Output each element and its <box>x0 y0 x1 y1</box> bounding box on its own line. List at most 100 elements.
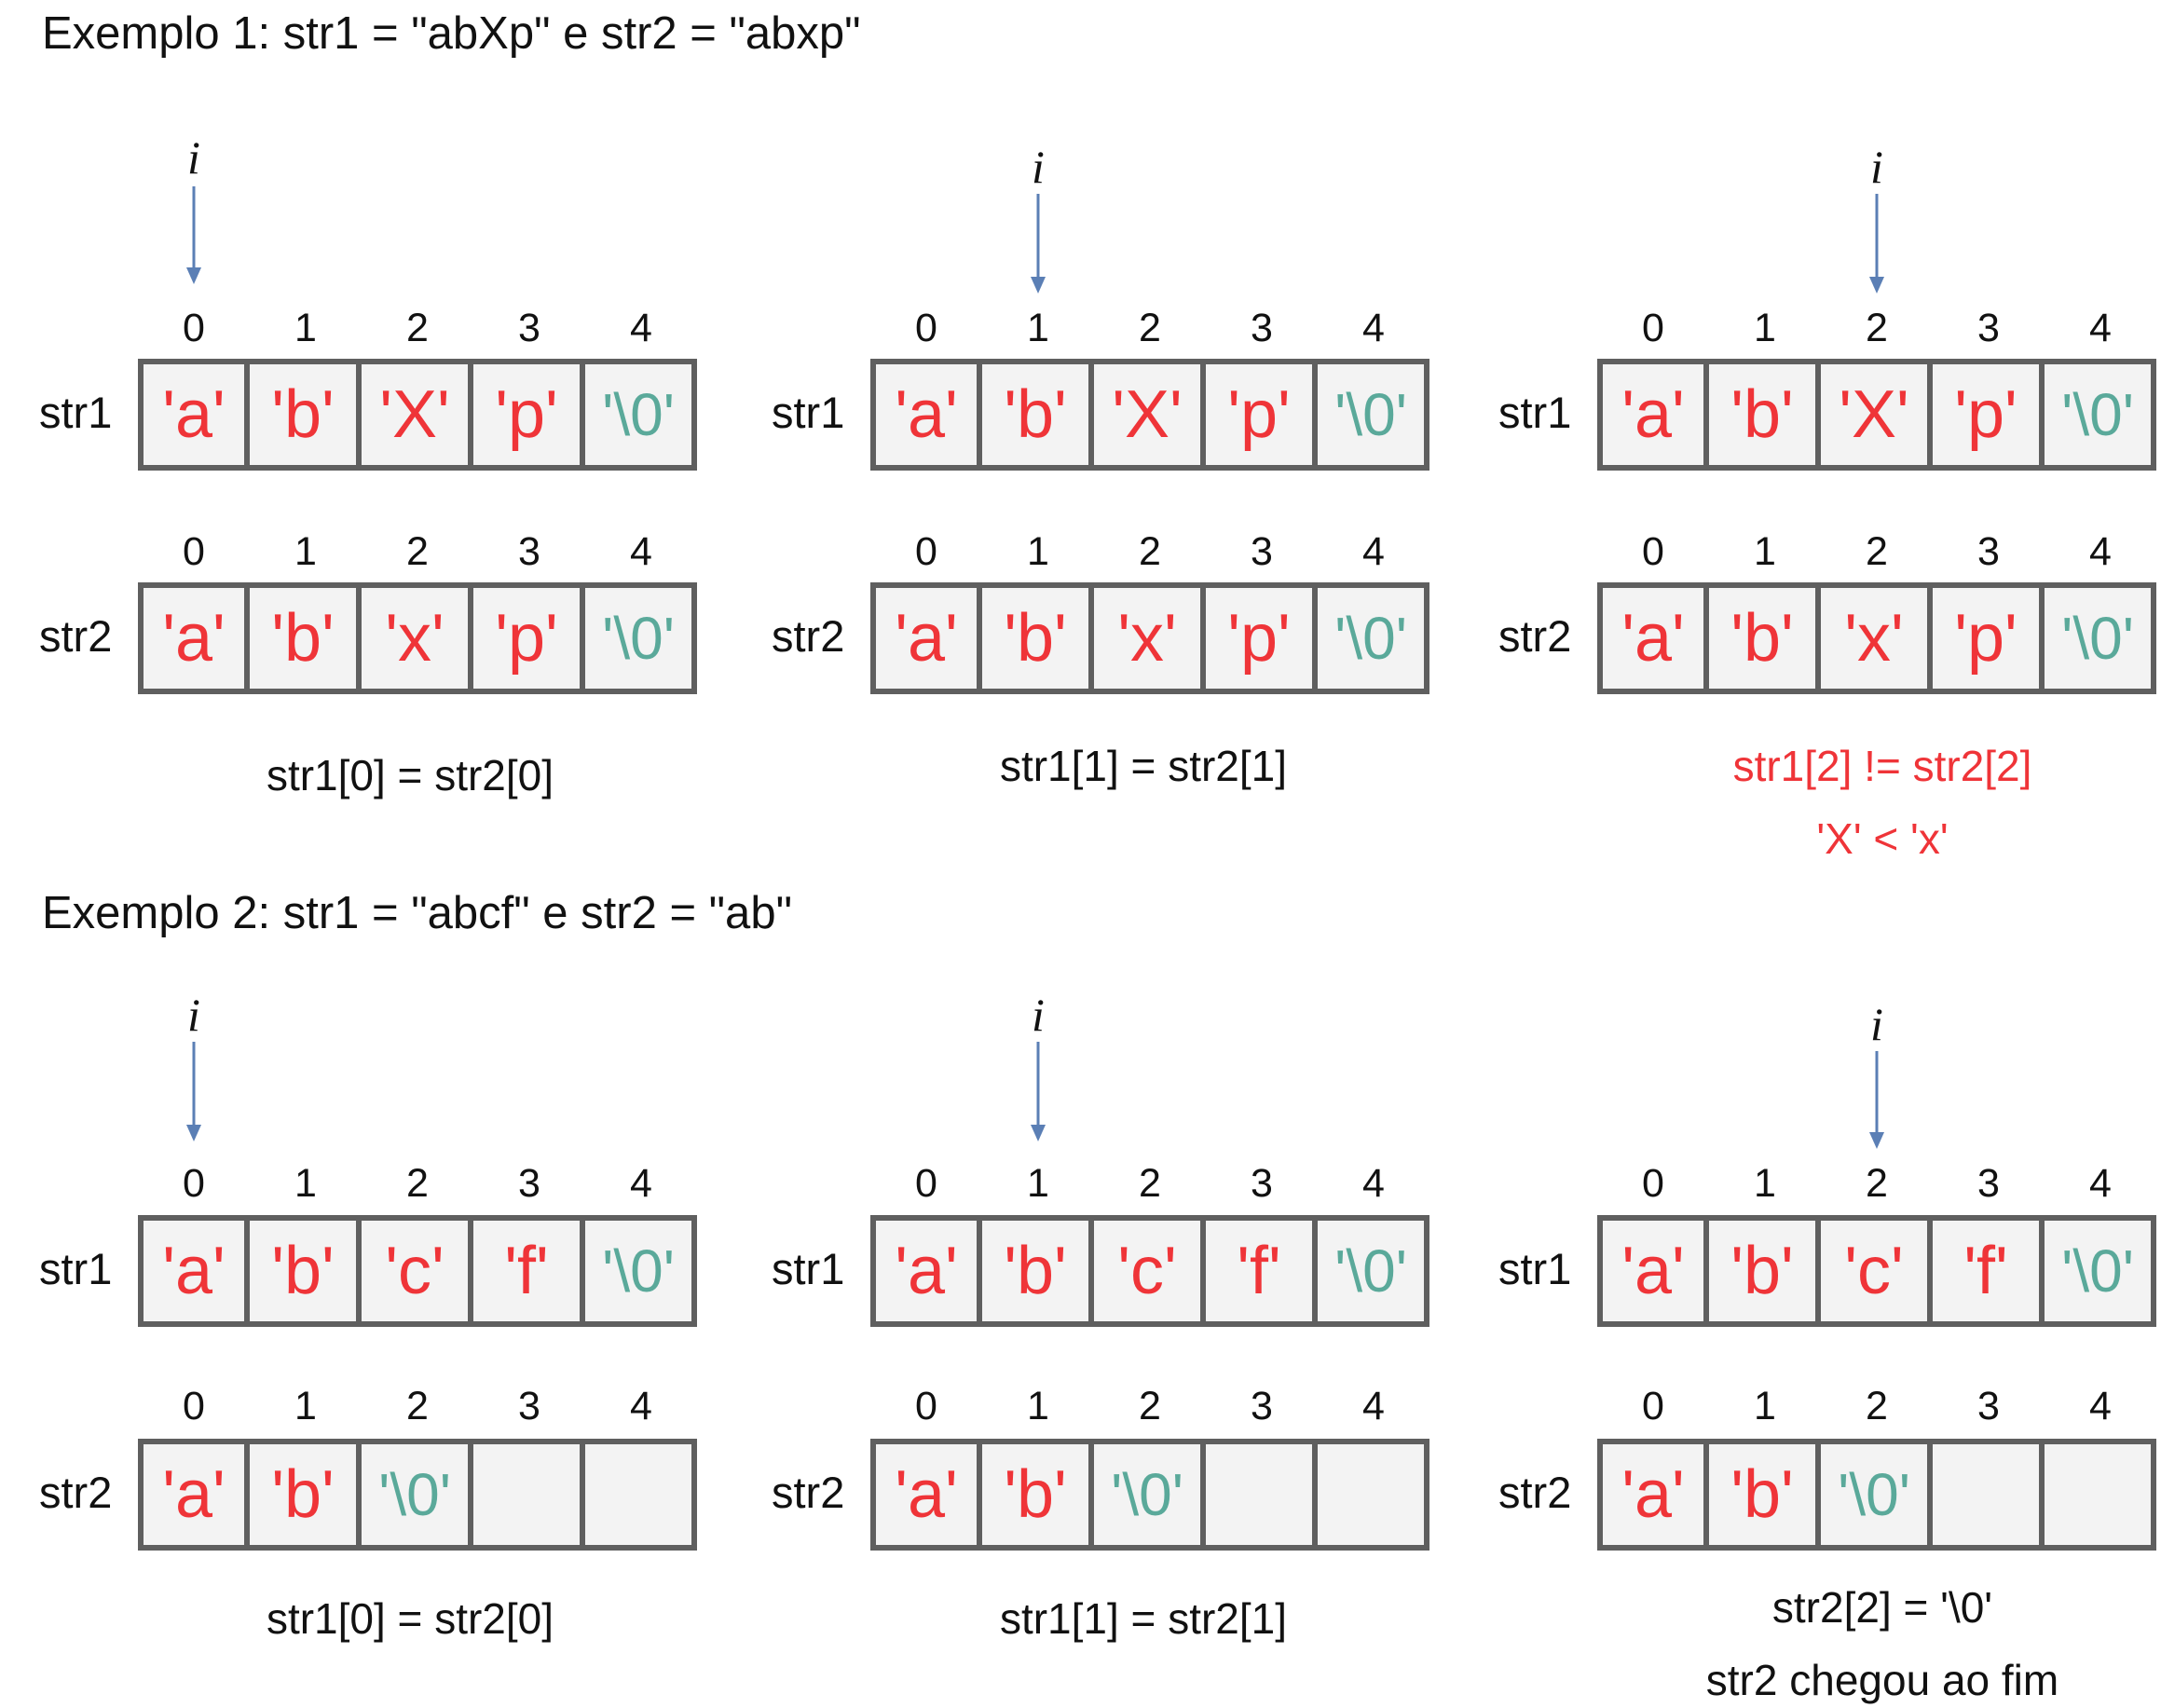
index-number: 4 <box>2089 306 2112 350</box>
str1-char: 'a' <box>162 1234 226 1308</box>
index-number: 3 <box>1977 529 2000 574</box>
index-number: 3 <box>518 529 540 574</box>
index-number: 1 <box>294 1384 317 1428</box>
str1-char: 'b' <box>1004 377 1067 452</box>
index-number: 2 <box>1139 1384 1161 1428</box>
index-number: 0 <box>1642 529 1664 574</box>
str1-char: 'a' <box>162 377 226 452</box>
str1-char: '\0' <box>602 1237 675 1305</box>
example-title: Exemplo 2: str1 = "abcf" e str2 = "ab" <box>42 888 792 938</box>
index-number: 2 <box>1139 1161 1161 1206</box>
str2-char: 'a' <box>895 1457 958 1532</box>
index-number: 4 <box>2089 1161 2112 1206</box>
str1-char: 'f' <box>1963 1234 2008 1308</box>
index-number: 0 <box>915 1384 937 1428</box>
str1-char: '\0' <box>1334 381 1407 448</box>
str1-cell: 'a' <box>1597 359 1709 471</box>
str2-cell: '\0' <box>585 582 697 694</box>
str2-char: 'a' <box>1621 1457 1685 1532</box>
str1-cell: 'a' <box>1597 1215 1709 1327</box>
str1-label: str1 <box>39 1244 113 1293</box>
str2-cell: '\0' <box>1094 1439 1206 1551</box>
str1-label: str1 <box>1498 388 1572 437</box>
str1-char: 'b' <box>1004 1234 1067 1308</box>
index-number: 1 <box>1027 1384 1049 1428</box>
str1-char: 'b' <box>271 1234 335 1308</box>
str1-cell: 'a' <box>870 359 982 471</box>
comparison-caption: 'X' < 'x' <box>1816 814 1949 863</box>
str1-cell: 'b' <box>982 359 1094 471</box>
str2-char: 'b' <box>1004 1457 1067 1532</box>
str2-cell: 'a' <box>1597 1439 1709 1551</box>
str1-cell: 'c' <box>362 1215 473 1327</box>
index-number: 1 <box>1754 1384 1776 1428</box>
str1-label: str1 <box>772 1244 845 1293</box>
index-number: 2 <box>406 1161 429 1206</box>
str2-char: '\0' <box>1334 605 1407 672</box>
index-number: 4 <box>630 1384 652 1428</box>
str2-cell <box>1318 1439 1429 1551</box>
str1-char: 'c' <box>1844 1234 1904 1308</box>
index-number: 4 <box>1362 1384 1385 1428</box>
pointer-label: i <box>1870 141 1883 193</box>
str1-char: 'b' <box>1730 1234 1794 1308</box>
index-number: 1 <box>1027 529 1049 574</box>
index-number: 2 <box>406 1384 429 1428</box>
index-number: 3 <box>518 1384 540 1428</box>
str2-label: str2 <box>772 611 845 661</box>
comparison-caption: str1[1] = str2[1] <box>999 742 1288 790</box>
str2-char: 'x' <box>1844 601 1904 676</box>
str1-cell: 'f' <box>473 1215 585 1327</box>
str1-cell: 'a' <box>870 1215 982 1327</box>
index-number: 0 <box>183 1161 205 1206</box>
str1-cell: 'b' <box>250 359 362 471</box>
str1-cell: 'b' <box>982 1215 1094 1327</box>
str1-char: 'c' <box>1117 1234 1177 1308</box>
index-number: 2 <box>406 306 429 350</box>
str2-cell: 'a' <box>138 582 250 694</box>
index-number: 0 <box>1642 306 1664 350</box>
str2-label: str2 <box>772 1468 845 1517</box>
index-number: 0 <box>915 306 937 350</box>
index-number: 1 <box>294 529 317 574</box>
index-number: 3 <box>1977 1161 2000 1206</box>
str2-char: 'p' <box>495 601 558 676</box>
str2-char: 'p' <box>1954 601 2017 676</box>
pointer-label: i <box>187 131 200 184</box>
str1-cell: '\0' <box>1318 359 1429 471</box>
str1-cell: '\0' <box>2045 359 2156 471</box>
pointer-arrow-icon <box>1869 194 1884 294</box>
index-number: 3 <box>1251 1384 1273 1428</box>
index-number: 0 <box>915 1161 937 1206</box>
str1-char: 'X' <box>1839 377 1909 452</box>
str1-char: 'f' <box>504 1234 549 1308</box>
str1-cell: 'c' <box>1094 1215 1206 1327</box>
str2-char: 'p' <box>1227 601 1291 676</box>
str2-cell: 'b' <box>1709 1439 1821 1551</box>
str2-cell: '\0' <box>1318 582 1429 694</box>
str1-char: 'X' <box>379 377 450 452</box>
index-number: 2 <box>1139 529 1161 574</box>
index-number: 2 <box>1139 306 1161 350</box>
str1-cell: 'c' <box>1821 1215 1933 1327</box>
str2-char: 'a' <box>1621 601 1685 676</box>
index-number: 4 <box>2089 1384 2112 1428</box>
pointer-label: i <box>187 989 200 1041</box>
str2-char: 'b' <box>271 601 335 676</box>
str2-char: '\0' <box>602 605 675 672</box>
index-number: 3 <box>1977 1384 2000 1428</box>
index-number: 1 <box>1754 306 1776 350</box>
str2-char: 'b' <box>271 1457 335 1532</box>
str2-cell <box>1933 1439 2045 1551</box>
str2-cell: 'x' <box>362 582 473 694</box>
index-number: 4 <box>630 529 652 574</box>
comparison-caption: str1[2] != str2[2] <box>1732 742 2032 790</box>
str1-cell: 'X' <box>1094 359 1206 471</box>
str2-cell <box>473 1439 585 1551</box>
index-number: 2 <box>406 529 429 574</box>
index-number: 0 <box>183 529 205 574</box>
str2-cell: 'x' <box>1821 582 1933 694</box>
str2-char: 'a' <box>162 1457 226 1532</box>
index-number: 0 <box>1642 1161 1664 1206</box>
str2-cell <box>2045 1439 2156 1551</box>
